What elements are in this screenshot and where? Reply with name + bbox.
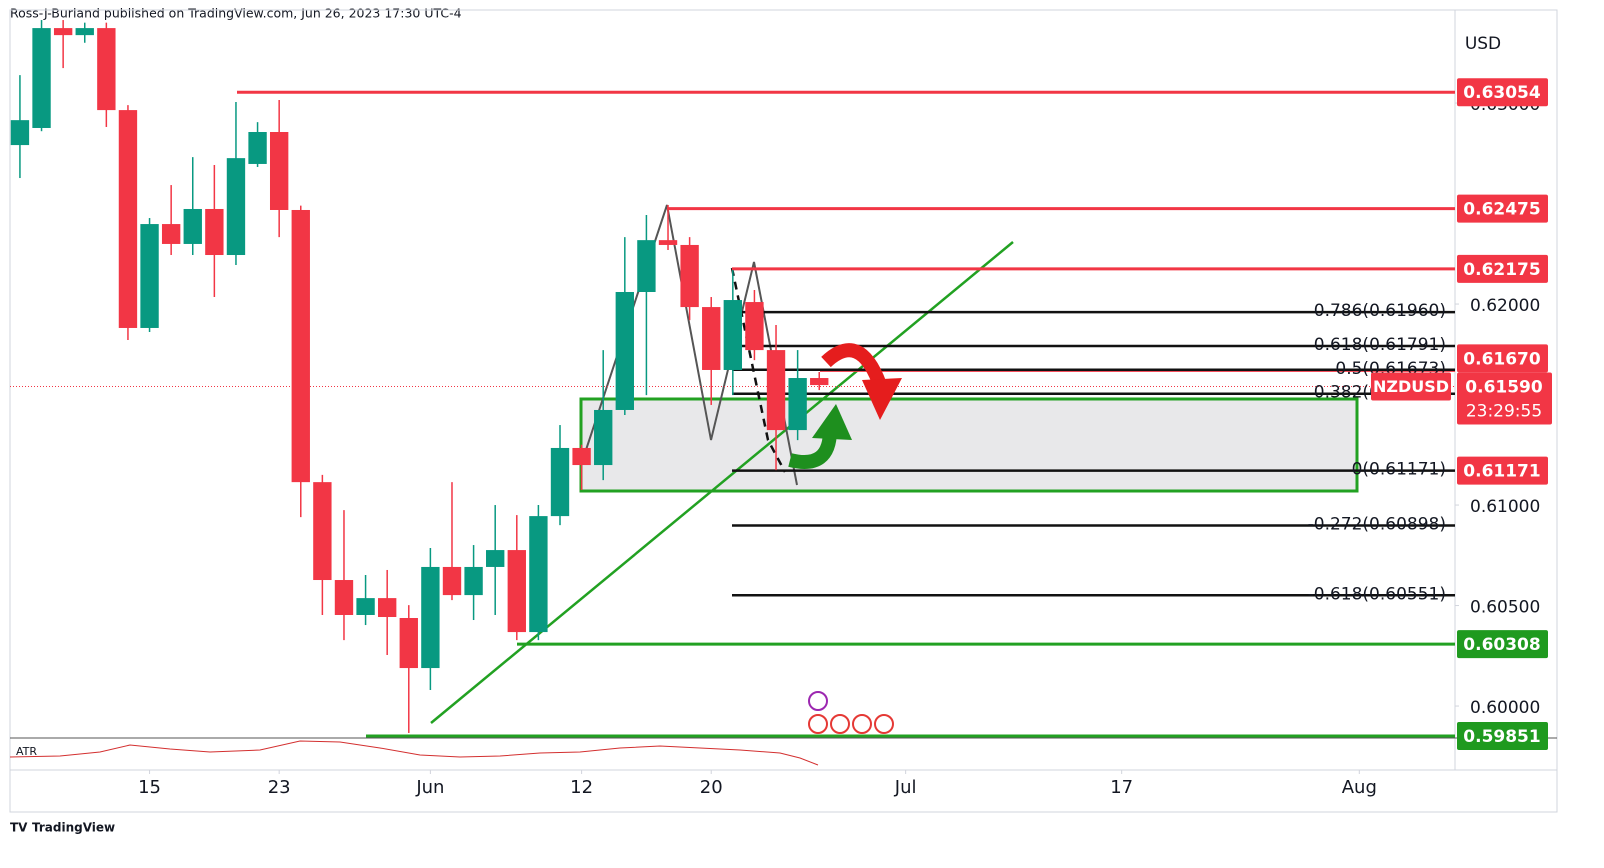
candle-body xyxy=(183,208,202,244)
candle-body xyxy=(334,580,354,615)
event-icon xyxy=(852,714,872,734)
candle-body xyxy=(637,240,656,292)
candle-body xyxy=(615,291,634,410)
candle-body xyxy=(788,378,807,431)
candle-body xyxy=(32,28,51,128)
fib-label: -0.272(0.60898) xyxy=(1308,515,1446,535)
green-arrow-head xyxy=(812,404,852,440)
price-tag-label: 0.59851 xyxy=(1463,727,1540,747)
candle-body xyxy=(702,307,721,370)
candle-body xyxy=(766,350,786,431)
candle-body xyxy=(421,566,440,669)
event-icon xyxy=(874,714,894,734)
candle-body xyxy=(97,28,116,111)
candle-body xyxy=(161,224,181,244)
dashed-path xyxy=(730,267,787,473)
candle-body xyxy=(442,566,462,596)
zone-box xyxy=(579,397,1359,493)
candle-body xyxy=(680,244,699,308)
event-icon xyxy=(830,714,850,734)
fib-label: 0.786(0.61960) xyxy=(1314,301,1446,321)
indicator-label: ATR xyxy=(16,745,37,758)
price-tag xyxy=(1457,630,1548,659)
event-icon xyxy=(808,714,828,734)
candle-body xyxy=(75,28,94,36)
candle-body xyxy=(10,120,30,146)
price-tag-label: 0.62175 xyxy=(1463,260,1540,280)
countdown-label: 23:29:55 xyxy=(1466,401,1542,421)
y-tick-label: 0.62000 xyxy=(1470,296,1540,316)
price-tag-label: 0.62475 xyxy=(1463,200,1540,220)
x-tick-label: 15 xyxy=(138,777,161,798)
red-arrow-head xyxy=(862,378,902,420)
x-tick-label: Jul xyxy=(894,777,917,798)
fib-label: -0.618(0.60551) xyxy=(1308,584,1446,604)
footer-brand: TradingView xyxy=(32,821,115,835)
event-icon xyxy=(808,691,828,711)
last-price-tag xyxy=(1457,372,1552,425)
price-tag xyxy=(1457,721,1548,750)
price-tag xyxy=(1457,344,1548,373)
candle-body xyxy=(248,132,267,164)
header: Ross-J-Burland published on TradingView.… xyxy=(10,6,462,21)
x-tick-label: 20 xyxy=(700,777,723,798)
drawings xyxy=(430,204,1359,724)
candle-body xyxy=(550,447,570,517)
candle-body xyxy=(269,132,289,210)
candle-body xyxy=(53,28,73,36)
candle-body xyxy=(291,209,310,483)
candle-body xyxy=(140,224,159,328)
price-tag-label: 0.61670 xyxy=(1463,349,1541,369)
candle-body xyxy=(118,110,138,328)
candle-body xyxy=(464,566,483,596)
footer-logo: TV xyxy=(10,821,28,835)
price-tag xyxy=(1457,194,1548,223)
price-tag-label: 0.61171 xyxy=(1463,462,1540,482)
candle-body xyxy=(572,447,591,466)
candle-body xyxy=(594,409,613,466)
atr-line xyxy=(9,740,819,766)
x-tick-label: 23 xyxy=(268,777,291,798)
candle-body xyxy=(486,550,505,567)
layer: 0.600000.605000.610000.620000.630001523J… xyxy=(10,20,1540,798)
candle-body xyxy=(378,598,397,618)
price-tag-label: 0.60308 xyxy=(1463,635,1540,655)
x-tick-label: Aug xyxy=(1342,777,1377,798)
candle-body xyxy=(313,482,332,581)
candle-body xyxy=(399,618,418,669)
fib-label: 0.618(0.61791) xyxy=(1314,335,1446,355)
currency: USD xyxy=(1465,34,1501,54)
candle-body xyxy=(658,240,678,245)
price-tags: 0.63054 0.62475 0.62175 0.61670 0.61171 0.603… xyxy=(1371,78,1552,750)
x-tick-label: 12 xyxy=(570,777,593,798)
arrows xyxy=(788,343,902,469)
fib-label: 0(0.61171) xyxy=(1352,460,1446,480)
price-tag xyxy=(1457,78,1548,107)
price-tag-label: 0.63054 xyxy=(1463,83,1541,103)
frame xyxy=(9,9,1558,813)
candle-body xyxy=(723,300,743,370)
symbol-tag xyxy=(1371,372,1451,401)
candle-body xyxy=(529,516,548,633)
candle-body xyxy=(226,158,246,256)
y-tick-label: 0.60500 xyxy=(1470,598,1540,618)
events xyxy=(808,691,894,734)
symbol-tag-label: NZDUSD xyxy=(1373,377,1449,396)
price-tag xyxy=(1457,456,1548,485)
candle-body xyxy=(205,208,224,256)
candle-body xyxy=(356,598,375,615)
candle-body xyxy=(507,550,526,633)
price-tag xyxy=(1457,254,1548,283)
last-price-label: 0.61590 xyxy=(1465,377,1543,397)
candle-body xyxy=(810,378,829,386)
y-tick-label: 0.61000 xyxy=(1470,497,1540,517)
candle-body xyxy=(745,302,764,351)
y-tick-label: 0.60000 xyxy=(1470,698,1540,718)
x-tick-label: Jun xyxy=(415,777,444,798)
red-arrow xyxy=(821,343,887,388)
x-tick-label: 17 xyxy=(1110,777,1133,798)
